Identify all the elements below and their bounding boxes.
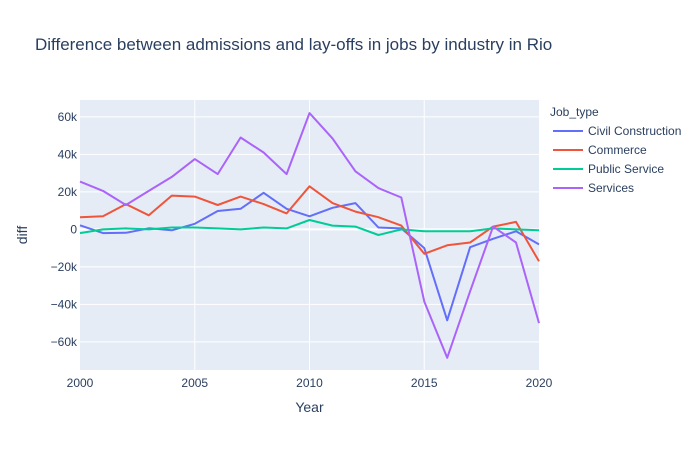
- x-tick-label: 2000: [67, 376, 94, 390]
- y-tick-label: 40k: [58, 147, 78, 161]
- legend-title: Job_type: [550, 105, 599, 119]
- series-line-commerce: [79, 185, 540, 262]
- chart-title: Difference between admissions and lay-of…: [35, 35, 552, 54]
- x-tick-label: 2005: [181, 376, 208, 390]
- y-tick-labels: −60k −40k −20k 0 20k 40k 60k: [51, 110, 78, 349]
- series-lines: [79, 112, 540, 359]
- x-tick-label: 2010: [296, 376, 323, 390]
- y-tick-label: −20k: [51, 260, 78, 274]
- x-axis-title: Year: [295, 399, 324, 415]
- legend: Job_type Civil Construction Commerce Publi…: [550, 105, 681, 195]
- y-tick-label: −60k: [51, 335, 78, 349]
- x-tick-labels: 2000 2005 2010 2015 2020: [67, 376, 553, 390]
- y-tick-label: 20k: [58, 185, 78, 199]
- y-tick-label: 0: [70, 222, 77, 236]
- series-line-services: [79, 112, 540, 359]
- legend-item-label: Commerce: [588, 143, 647, 157]
- x-tick-label: 2020: [526, 376, 553, 390]
- legend-item-label: Public Service: [588, 162, 664, 176]
- y-tick-label: −40k: [51, 297, 78, 311]
- y-tick-label: 60k: [58, 110, 78, 124]
- legend-item-label: Civil Construction: [588, 124, 681, 138]
- x-tick-label: 2015: [411, 376, 438, 390]
- series-line-public-service: [79, 219, 540, 236]
- gridlines: [80, 100, 539, 370]
- y-axis-title: diff: [14, 226, 30, 245]
- legend-item-label: Services: [588, 181, 634, 195]
